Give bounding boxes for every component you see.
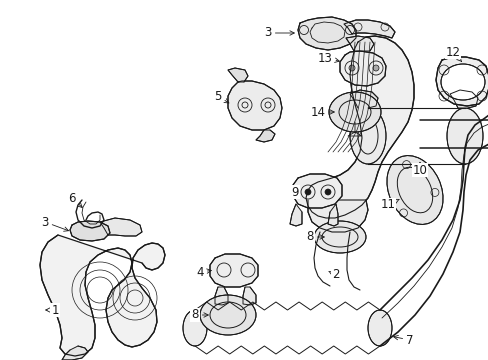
Text: 3: 3: [264, 27, 294, 40]
Ellipse shape: [440, 64, 484, 100]
Text: 6: 6: [68, 192, 82, 207]
Polygon shape: [215, 287, 227, 305]
Ellipse shape: [200, 295, 256, 335]
Ellipse shape: [183, 310, 206, 346]
Polygon shape: [449, 90, 477, 108]
Polygon shape: [307, 200, 367, 232]
Ellipse shape: [386, 156, 442, 224]
Polygon shape: [243, 287, 256, 305]
Polygon shape: [349, 90, 377, 108]
Polygon shape: [62, 346, 88, 360]
Text: 11: 11: [380, 198, 398, 211]
Text: 9: 9: [291, 185, 298, 198]
Polygon shape: [256, 130, 274, 142]
Circle shape: [372, 65, 378, 71]
Ellipse shape: [367, 310, 391, 346]
Polygon shape: [346, 36, 373, 51]
Polygon shape: [227, 81, 282, 130]
Polygon shape: [209, 254, 258, 287]
Polygon shape: [292, 174, 341, 208]
Polygon shape: [100, 218, 142, 236]
Ellipse shape: [328, 92, 380, 132]
Ellipse shape: [349, 108, 385, 164]
Polygon shape: [327, 204, 337, 226]
Polygon shape: [305, 36, 413, 218]
Polygon shape: [343, 20, 394, 38]
Polygon shape: [227, 68, 247, 82]
Polygon shape: [435, 57, 488, 106]
Ellipse shape: [313, 221, 365, 253]
Circle shape: [325, 189, 330, 195]
Text: 10: 10: [412, 162, 427, 176]
Circle shape: [305, 189, 310, 195]
Circle shape: [348, 65, 354, 71]
Text: 12: 12: [445, 45, 461, 62]
Text: 3: 3: [41, 216, 68, 231]
Text: 8: 8: [305, 230, 324, 243]
Text: 8: 8: [191, 309, 208, 321]
Polygon shape: [297, 17, 355, 50]
Text: 1: 1: [45, 303, 59, 316]
Text: 7: 7: [393, 333, 413, 346]
Text: 14: 14: [310, 105, 334, 118]
Polygon shape: [70, 221, 110, 241]
Text: 5: 5: [214, 90, 228, 103]
Text: 13: 13: [317, 51, 339, 64]
Polygon shape: [339, 51, 385, 86]
Text: 4: 4: [196, 266, 211, 279]
Polygon shape: [289, 204, 302, 226]
Ellipse shape: [446, 108, 482, 164]
Polygon shape: [40, 235, 164, 356]
Text: 2: 2: [328, 269, 339, 282]
